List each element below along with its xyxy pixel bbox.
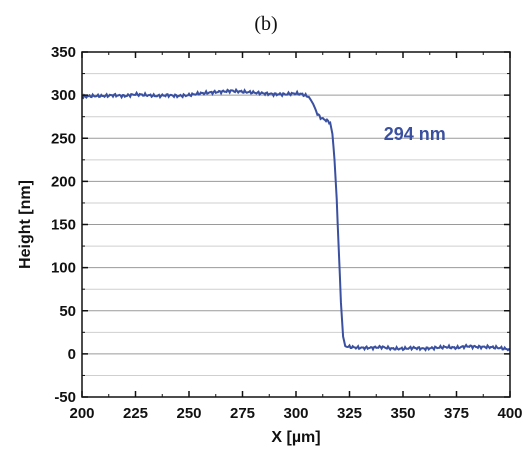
x-axis: 200 225 250 275 300 325 350 375 400	[69, 52, 523, 422]
y-tick-label: 300	[51, 87, 76, 104]
y-tick-label: 250	[51, 130, 76, 147]
y-tick-label: 0	[68, 346, 76, 363]
y-axis-title: Height [nm]	[17, 180, 34, 269]
x-tick-label: 325	[337, 405, 362, 422]
y-axis: -50 0 50 100 150 200 250 300 350	[51, 44, 510, 406]
step-height-annotation: 294 nm	[384, 124, 446, 144]
y-tick-label: 200	[51, 173, 76, 190]
y-tick-label: 350	[51, 44, 76, 61]
y-tick-label: 100	[51, 260, 76, 277]
x-tick-label: 275	[230, 405, 255, 422]
y-tick-label: -50	[54, 389, 76, 406]
height-profile-line	[81, 87, 511, 352]
x-tick-label: 300	[283, 405, 308, 422]
panel-label: (b)	[254, 13, 277, 35]
x-tick-label: 375	[444, 405, 469, 422]
x-tick-label: 250	[176, 405, 201, 422]
x-axis-title: X [µm]	[271, 429, 320, 446]
x-tick-label: 400	[497, 405, 522, 422]
x-tick-label: 350	[390, 405, 415, 422]
x-tick-label: 225	[123, 405, 148, 422]
gridlines	[82, 73, 510, 376]
y-tick-label: 50	[59, 303, 76, 320]
y-tick-label: 150	[51, 217, 76, 234]
x-tick-label: 200	[69, 405, 94, 422]
